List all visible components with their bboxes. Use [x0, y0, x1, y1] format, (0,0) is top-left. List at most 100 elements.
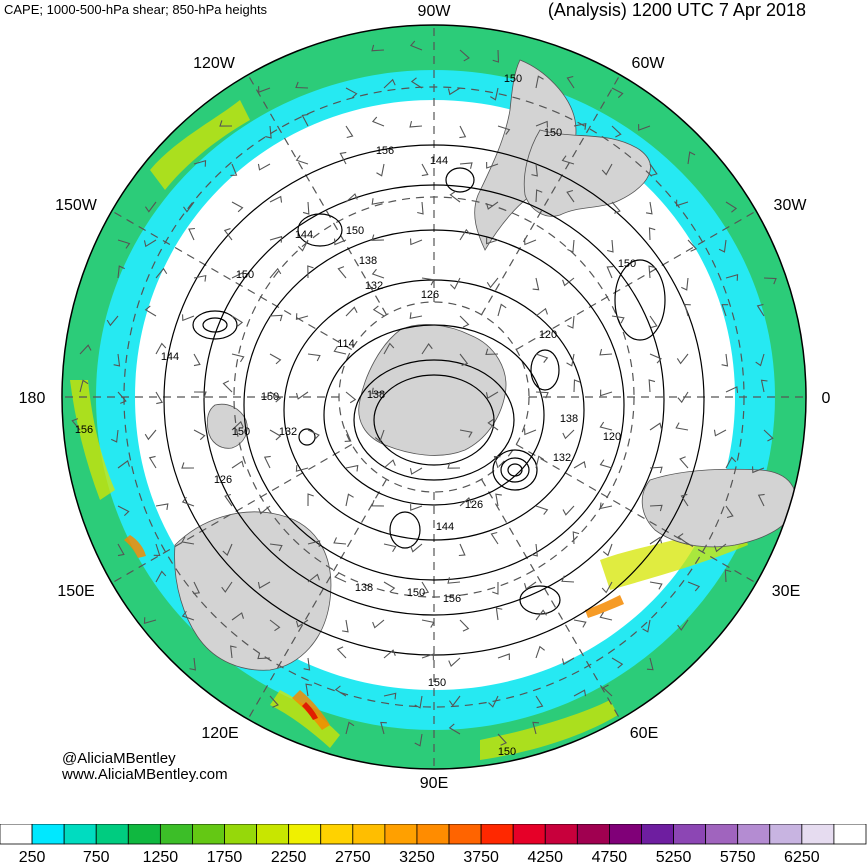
- shear-barb: [648, 227, 656, 241]
- colorbar-label: 6250: [784, 849, 820, 865]
- shear-barb: [562, 429, 575, 440]
- alaska-land: [206, 403, 248, 449]
- map-border: [61, 24, 807, 770]
- shear-barb: [222, 380, 233, 393]
- shear-barb: [305, 683, 313, 697]
- shear-barb: [117, 239, 131, 249]
- contour-label: 138: [560, 413, 578, 425]
- colorbar-swatch: [63, 824, 97, 845]
- shear-barb: [193, 429, 206, 441]
- shear-barb: [487, 419, 499, 431]
- shear-barb: [230, 163, 238, 177]
- shear-barb: [421, 343, 433, 355]
- shear-barb: [269, 391, 282, 403]
- colorbar-swatch: [384, 824, 418, 845]
- credit-website: www.AliciaMBentley.com: [62, 766, 228, 783]
- shear-barb: [297, 239, 309, 252]
- shear-barb: [409, 121, 423, 128]
- contour-line: [507, 463, 523, 477]
- shear-barb: [181, 536, 195, 545]
- shear-barb: [193, 353, 201, 367]
- shear-barb: [417, 201, 424, 215]
- colorbar-label: 5750: [720, 849, 756, 865]
- contour-label: 138: [355, 582, 373, 594]
- shear-barb: [573, 123, 587, 130]
- colorbar-swatch: [224, 824, 257, 845]
- contour-label: 132: [279, 426, 297, 438]
- meridian-lines: [62, 25, 806, 769]
- shear-barb: [79, 344, 92, 355]
- north-america-land: [523, 129, 651, 217]
- longitude-label: 150W: [55, 197, 98, 214]
- colorbar-swatch: [0, 824, 33, 845]
- shear-barb: [687, 239, 698, 252]
- shear-barb: [117, 459, 130, 469]
- shear-barb: [345, 493, 354, 507]
- shear-barb: [345, 87, 358, 99]
- shear-barb: [602, 543, 613, 557]
- shear-barb: [713, 429, 727, 437]
- contour-line: [530, 349, 560, 391]
- polar-map-svg: 150 150 156 144 144 150 150 138 132 126 144 120 114 1…: [19, 3, 831, 792]
- shear-barb: [79, 379, 89, 393]
- shear-barb: [269, 267, 282, 279]
- shear-barb: [307, 265, 314, 279]
- shear-barb: [497, 303, 507, 317]
- shear-barb: [182, 314, 195, 322]
- shear-barb: [642, 619, 651, 633]
- shear-barb: [757, 493, 765, 507]
- shear-barb: [535, 455, 545, 469]
- shear-barb: [638, 124, 651, 131]
- shear-barb: [295, 391, 309, 400]
- map-disk: 150 150 156 144 144 150 150 138 132 126 144 120 114 1…: [62, 25, 806, 769]
- shear-barb: [106, 315, 119, 327]
- shear-barb: [449, 190, 461, 203]
- contour-label: 156: [376, 145, 394, 157]
- colorbar-label: 3250: [399, 849, 435, 865]
- colorbar-swatch: [801, 824, 835, 845]
- shear-barb: [372, 619, 385, 629]
- shear-barb: [495, 607, 503, 621]
- shear-barb: [611, 657, 624, 669]
- shear-barb: [117, 505, 130, 517]
- colorbar-swatch: [127, 824, 161, 845]
- shear-barb: [383, 581, 396, 593]
- shear-barb: [524, 428, 537, 436]
- shear-barb: [117, 543, 125, 557]
- shear-barb: [488, 695, 499, 708]
- shear-barb: [535, 505, 549, 515]
- contour-label: 150: [261, 391, 279, 403]
- contour-label: 120: [539, 329, 557, 341]
- contour-label: 150: [232, 426, 250, 438]
- shear-barb: [231, 315, 244, 327]
- arctic-archipelago-land: [358, 324, 507, 456]
- shear-barb: [258, 505, 271, 515]
- shear-barb: [383, 649, 396, 659]
- shear-barb: [677, 619, 689, 631]
- shear-barb: [458, 543, 466, 557]
- shear-barb: [532, 277, 540, 291]
- shear-barb: [257, 581, 271, 589]
- longitude-label: 60E: [630, 725, 658, 742]
- shear-barb: [523, 238, 537, 246]
- shear-barb: [724, 569, 732, 583]
- shear-barb: [144, 201, 157, 213]
- shear-barb: [341, 619, 349, 633]
- shear-barb: [562, 505, 575, 516]
- shear-barb: [117, 391, 127, 404]
- shear-barb: [649, 353, 662, 364]
- colorbar-swatch: [480, 824, 514, 845]
- meridian-line: [480, 478, 621, 720]
- cape-red-patches: [302, 702, 318, 720]
- colorbar-swatch: [320, 824, 354, 845]
- shear-barb: [599, 348, 613, 356]
- shear-barb: [561, 657, 575, 666]
- shear-barb: [269, 195, 283, 203]
- shear-barb: [295, 155, 309, 165]
- credit-handle: @AliciaMBentley: [62, 750, 176, 767]
- shear-barb: [497, 653, 510, 661]
- shear-barb: [681, 277, 689, 291]
- contour-label: 132: [553, 452, 571, 464]
- shear-barb: [307, 573, 320, 583]
- shear-barb: [721, 353, 729, 367]
